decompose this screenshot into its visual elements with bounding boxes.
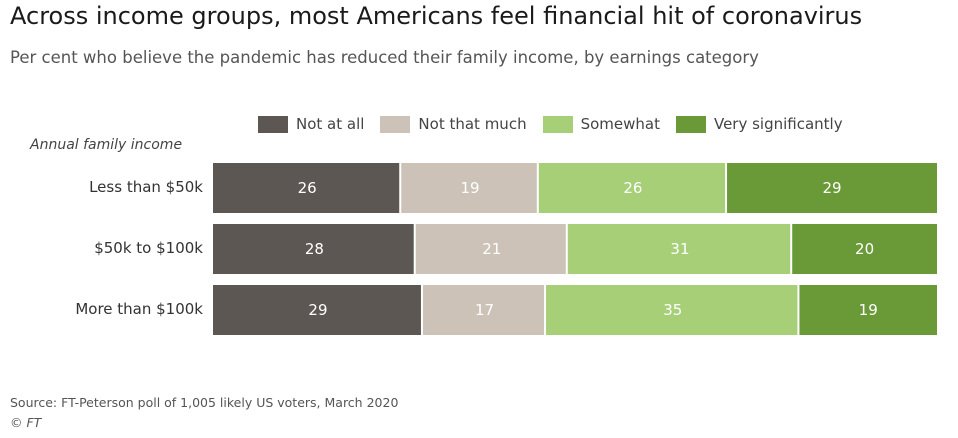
legend-item-not-at-all: Not at all xyxy=(258,115,364,133)
bar-value-label: 31 xyxy=(670,240,689,258)
bar-value-label: 21 xyxy=(482,240,501,258)
legend: Not at all Not that much Somewhat Very s… xyxy=(258,115,859,133)
bar-value-label: 35 xyxy=(663,301,682,319)
bar-segment xyxy=(538,163,726,213)
legend-item-very-significantly: Very significantly xyxy=(675,115,843,133)
bar-segment xyxy=(415,224,566,274)
bar-value-label: 26 xyxy=(298,179,317,197)
chart-subtitle: Per cent who believe the pandemic has re… xyxy=(10,48,759,67)
bar-segment xyxy=(422,285,545,335)
legend-swatch xyxy=(258,115,288,133)
category-label: Less than $50k xyxy=(89,178,203,196)
legend-swatch xyxy=(380,115,411,133)
bar-value-label: 29 xyxy=(822,179,841,197)
chart-title: Across income groups, most Americans fee… xyxy=(10,2,863,30)
legend-item-somewhat: Somewhat xyxy=(542,115,660,133)
bar-segment xyxy=(799,285,937,335)
bar-value-label: 20 xyxy=(855,240,874,258)
credit: © FT xyxy=(10,415,42,430)
bar-segment xyxy=(546,285,798,335)
bar-segment xyxy=(567,224,791,274)
bar-segment xyxy=(401,163,537,213)
bar-value-label: 17 xyxy=(475,301,494,319)
source-note: Source: FT-Peterson poll of 1,005 likely… xyxy=(10,395,399,410)
bar-value-label: 19 xyxy=(460,179,479,197)
legend-label: Very significantly xyxy=(713,115,843,133)
bar-value-label: 28 xyxy=(305,240,324,258)
legend-item-not-that-much: Not that much xyxy=(380,115,527,133)
bar-segment xyxy=(213,224,414,274)
bar-value-label: 29 xyxy=(308,301,327,319)
category-label: $50k to $100k xyxy=(94,239,203,257)
row-header: Annual family income xyxy=(30,137,183,153)
bar-segment xyxy=(792,224,937,274)
bar-segment xyxy=(727,163,937,213)
legend-label: Somewhat xyxy=(580,115,660,133)
bar-segment xyxy=(213,285,421,335)
bar-segment xyxy=(213,163,400,213)
bar-value-label: 19 xyxy=(859,301,878,319)
legend-label: Not that much xyxy=(418,115,527,133)
legend-swatch xyxy=(675,115,706,133)
legend-swatch xyxy=(542,115,573,133)
category-label: More than $100k xyxy=(75,300,203,318)
bar-value-label: 26 xyxy=(623,179,642,197)
legend-label: Not at all xyxy=(296,115,365,133)
